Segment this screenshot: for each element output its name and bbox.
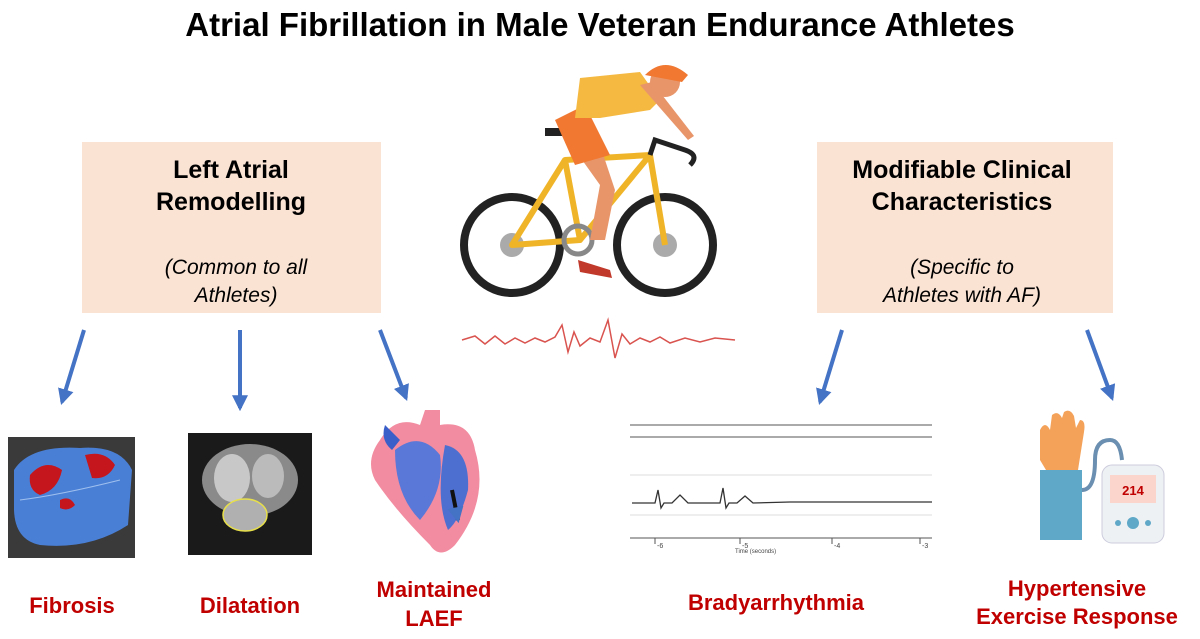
item-label: Fibrosis bbox=[29, 593, 115, 618]
ecg-tick: -5 bbox=[742, 543, 748, 550]
heart-image bbox=[371, 410, 480, 553]
arrows bbox=[58, 329, 1116, 412]
cyclist-part bbox=[647, 136, 697, 167]
box-subtitle: (Specific to bbox=[910, 256, 1014, 279]
left-box: Left Atrial Remodelling (Common to all A… bbox=[82, 142, 381, 313]
ecg-strip-part bbox=[632, 487, 932, 510]
right-box-part bbox=[817, 142, 1113, 313]
dilatation-image-part bbox=[252, 454, 284, 498]
ecg-tick: -4 bbox=[834, 543, 840, 550]
box-subtitle: (Common to all bbox=[165, 256, 309, 279]
cyclist-part bbox=[645, 65, 688, 82]
cyclist-part bbox=[575, 72, 660, 118]
heart-image-part bbox=[395, 441, 441, 520]
dilatation-image bbox=[188, 433, 312, 555]
title: Atrial Fibrillation in Male Veteran Endu… bbox=[185, 6, 1014, 43]
item-label: Maintained bbox=[377, 577, 492, 602]
box-title: Characteristics bbox=[872, 188, 1053, 216]
box-title: Remodelling bbox=[156, 188, 306, 216]
item-label: Exercise Response bbox=[976, 604, 1178, 629]
arrows-part bbox=[58, 329, 86, 406]
bp-monitor-part bbox=[1145, 520, 1151, 526]
item-label: Dilatation bbox=[200, 593, 300, 618]
fibrosis-image-part bbox=[85, 453, 115, 479]
cyclist-part bbox=[613, 193, 717, 297]
left-box-part bbox=[82, 142, 381, 313]
cyclist-part bbox=[578, 260, 612, 278]
cyclist-part bbox=[460, 193, 564, 297]
ecg-strip: -6 -5 -4 -3 Time (seconds) bbox=[630, 424, 932, 555]
box-subtitle: Athletes with AF) bbox=[881, 284, 1041, 307]
ecg-axis-label: Time (seconds) bbox=[735, 549, 776, 555]
dilatation-image-part bbox=[222, 498, 268, 532]
item-label: LAEF bbox=[405, 606, 462, 631]
cyclist-part bbox=[640, 82, 694, 140]
ecg-tick: -3 bbox=[922, 543, 928, 550]
heart-image-part bbox=[383, 425, 400, 450]
heart-image-part bbox=[447, 489, 464, 524]
fibrosis-image bbox=[8, 437, 135, 558]
bp-monitor-part bbox=[1040, 410, 1085, 470]
fibrosis-image-part bbox=[60, 498, 75, 510]
bp-monitor: 214 bbox=[1040, 410, 1165, 544]
fibrosis-image-part bbox=[19, 479, 121, 501]
bp-monitor-part bbox=[1110, 475, 1156, 503]
ecg-squiggle bbox=[461, 317, 736, 359]
box-title: Modifiable Clinical bbox=[852, 156, 1071, 184]
item-label: Bradyarrhythmia bbox=[688, 590, 865, 615]
cyclist bbox=[460, 65, 717, 297]
cyclist-part bbox=[575, 145, 615, 240]
fibrosis-image-part bbox=[29, 465, 62, 495]
arrows-part bbox=[816, 329, 844, 406]
bp-monitor-part bbox=[1040, 470, 1082, 540]
monitor-reading: 214 bbox=[1122, 483, 1144, 498]
dilatation-image-part bbox=[214, 454, 250, 502]
box-subtitle: Athletes) bbox=[193, 284, 278, 307]
bp-monitor-part bbox=[1081, 437, 1124, 492]
ecg-tick: -6 bbox=[657, 543, 663, 550]
arrows-part bbox=[1085, 329, 1116, 402]
fibrosis-image-part bbox=[14, 447, 132, 546]
bp-monitor-part bbox=[1127, 517, 1139, 529]
arrows-part bbox=[378, 329, 409, 401]
right-box: Modifiable Clinical Characteristics (Spe… bbox=[817, 142, 1113, 313]
item-label: Hypertensive bbox=[1008, 576, 1146, 601]
box-title: Left Atrial bbox=[173, 156, 289, 184]
cyclist-part bbox=[555, 105, 610, 165]
bp-monitor-part bbox=[1115, 520, 1121, 526]
